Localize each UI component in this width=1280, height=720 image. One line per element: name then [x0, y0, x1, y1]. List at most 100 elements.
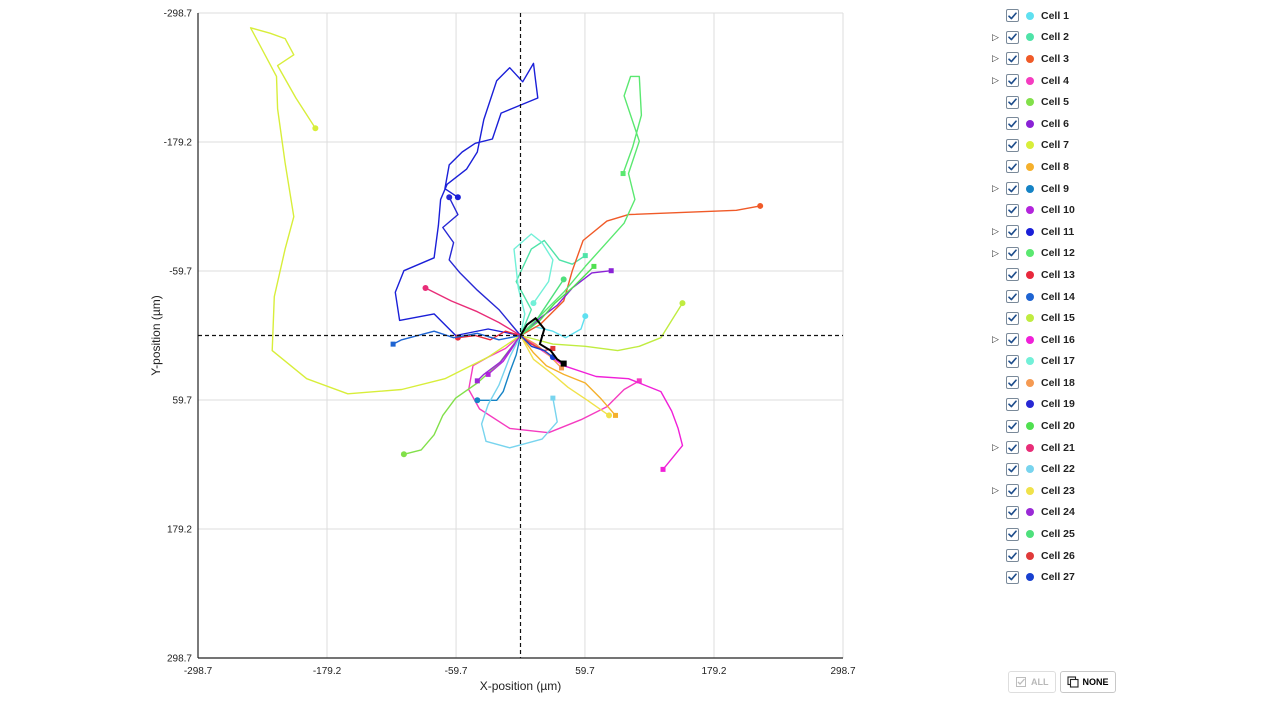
checkmark-icon — [1008, 163, 1017, 171]
checkmark-icon — [1008, 573, 1017, 581]
legend-item[interactable]: Cell 6 — [992, 113, 1152, 135]
legend-color-swatch — [1026, 400, 1034, 409]
y-tick-label: 59.7 — [173, 395, 193, 406]
legend-checkbox[interactable] — [1006, 117, 1019, 131]
legend-item[interactable]: Cell 17 — [992, 351, 1152, 373]
legend-checkbox[interactable] — [1006, 52, 1019, 66]
x-tick-label: -179.2 — [313, 666, 342, 677]
legend-item[interactable]: ▷ Cell 3 — [992, 48, 1152, 70]
track-end-marker-cell-17 — [530, 300, 537, 307]
legend-item[interactable]: Cell 15 — [992, 307, 1152, 329]
legend-item[interactable]: Cell 25 — [992, 523, 1152, 545]
legend-checkbox[interactable] — [1006, 376, 1019, 390]
legend-checkbox[interactable] — [1006, 182, 1019, 196]
legend-checkbox[interactable] — [1006, 290, 1019, 304]
legend-item[interactable]: Cell 27 — [992, 566, 1152, 588]
x-tick-label: 298.7 — [830, 666, 855, 677]
track-cell-12 — [520, 75, 643, 336]
legend-checkbox[interactable] — [1006, 441, 1019, 455]
track-end-marker-cell-16 — [660, 466, 666, 472]
track-end-marker-cell-23 — [606, 412, 613, 419]
legend-checkbox[interactable] — [1006, 95, 1019, 109]
legend-item[interactable]: ▷ Cell 11 — [992, 221, 1152, 243]
legend-checkbox[interactable] — [1006, 74, 1019, 88]
legend-checkbox[interactable] — [1006, 397, 1019, 411]
legend-item[interactable]: Cell 18 — [992, 372, 1152, 394]
legend-label: Cell 2 — [1041, 31, 1070, 44]
x-tick-label: 179.2 — [701, 666, 726, 677]
legend-item[interactable]: Cell 10 — [992, 199, 1152, 221]
legend-color-swatch — [1026, 270, 1034, 279]
legend-item[interactable]: ▷ Cell 9 — [992, 178, 1152, 200]
legend-item[interactable]: ▷ Cell 21 — [992, 437, 1152, 459]
select-none-button[interactable]: NONE — [1059, 671, 1116, 693]
legend-label: Cell 14 — [1041, 290, 1075, 303]
expand-triangle-icon[interactable]: ▷ — [992, 75, 999, 86]
expand-triangle-icon[interactable]: ▷ — [992, 226, 999, 237]
legend-checkbox[interactable] — [1006, 333, 1019, 347]
legend-item[interactable]: ▷ Cell 23 — [992, 480, 1152, 502]
legend-checkbox[interactable] — [1006, 311, 1019, 325]
expand-triangle-icon[interactable]: ▷ — [992, 31, 999, 42]
legend-item[interactable]: Cell 5 — [992, 91, 1152, 113]
legend-checkbox[interactable] — [1006, 203, 1019, 217]
expand-triangle-icon[interactable]: ▷ — [992, 485, 999, 496]
legend-label: Cell 4 — [1041, 74, 1070, 87]
legend-item[interactable]: Cell 26 — [992, 545, 1152, 567]
legend-checkbox[interactable] — [1006, 246, 1019, 260]
legend-item[interactable]: Cell 22 — [992, 458, 1152, 480]
track-cell-7 — [249, 27, 521, 395]
legend-item[interactable]: ▷ Cell 4 — [992, 70, 1152, 92]
y-tick-label: 298.7 — [167, 654, 192, 665]
legend-item[interactable]: Cell 24 — [992, 502, 1152, 524]
legend-checkbox[interactable] — [1006, 549, 1019, 563]
select-all-button[interactable]: ALL — [1008, 671, 1056, 693]
legend-item[interactable]: Cell 19 — [992, 394, 1152, 416]
legend-checkbox[interactable] — [1006, 419, 1019, 433]
checkmark-icon — [1008, 141, 1017, 149]
expand-triangle-icon[interactable]: ▷ — [992, 334, 999, 345]
legend-item[interactable]: Cell 1 — [992, 5, 1152, 27]
legend-item[interactable]: Cell 13 — [992, 264, 1152, 286]
legend-color-swatch — [1026, 573, 1034, 582]
legend-item[interactable]: ▷ Cell 2 — [992, 27, 1152, 49]
legend-label: Cell 8 — [1041, 160, 1070, 173]
legend-checkbox[interactable] — [1006, 462, 1019, 476]
legend-color-swatch — [1026, 98, 1034, 107]
legend-color-swatch — [1026, 54, 1034, 63]
track-end-marker-cell-9 — [474, 397, 481, 404]
legend-checkbox[interactable] — [1006, 138, 1019, 152]
legend-item[interactable]: ▷ Cell 12 — [992, 243, 1152, 265]
legend-checkbox[interactable] — [1006, 160, 1019, 174]
legend-item[interactable]: Cell 20 — [992, 415, 1152, 437]
expand-triangle-icon[interactable]: ▷ — [992, 442, 999, 453]
track-cell-27 — [520, 335, 554, 358]
legend-checkbox[interactable] — [1006, 225, 1019, 239]
legend-checkbox[interactable] — [1006, 30, 1019, 44]
track-end-marker-cell-7 — [312, 125, 319, 132]
legend-item[interactable]: Cell 14 — [992, 286, 1152, 308]
cell-legend: Cell 1 ▷ Cell 2 ▷ Cell 3 ▷ Cell 4 Cell 5 Cell 6 C… — [992, 5, 1152, 588]
legend-checkbox[interactable] — [1006, 354, 1019, 368]
legend-checkbox[interactable] — [1006, 484, 1019, 498]
legend-checkbox[interactable] — [1006, 527, 1019, 541]
legend-checkbox[interactable] — [1006, 505, 1019, 519]
checkmark-icon — [1008, 206, 1017, 214]
legend-item[interactable]: Cell 7 — [992, 135, 1152, 157]
checkmark-icon — [1008, 444, 1017, 452]
expand-triangle-icon[interactable]: ▷ — [992, 247, 999, 258]
legend-item[interactable]: Cell 8 — [992, 156, 1152, 178]
y-tick-label: -179.2 — [164, 138, 193, 149]
legend-item[interactable]: ▷ Cell 16 — [992, 329, 1152, 351]
expand-triangle-icon[interactable]: ▷ — [992, 53, 999, 64]
checkmark-icon — [1008, 487, 1017, 495]
track-end-marker-cell-11 — [454, 194, 461, 201]
track-cell-14 — [392, 330, 521, 345]
legend-checkbox[interactable] — [1006, 570, 1019, 584]
legend-label: Cell 23 — [1041, 484, 1075, 497]
legend-checkbox[interactable] — [1006, 9, 1019, 23]
legend-label: Cell 1 — [1041, 9, 1070, 22]
legend-checkbox[interactable] — [1006, 268, 1019, 282]
expand-triangle-icon[interactable]: ▷ — [992, 183, 999, 194]
